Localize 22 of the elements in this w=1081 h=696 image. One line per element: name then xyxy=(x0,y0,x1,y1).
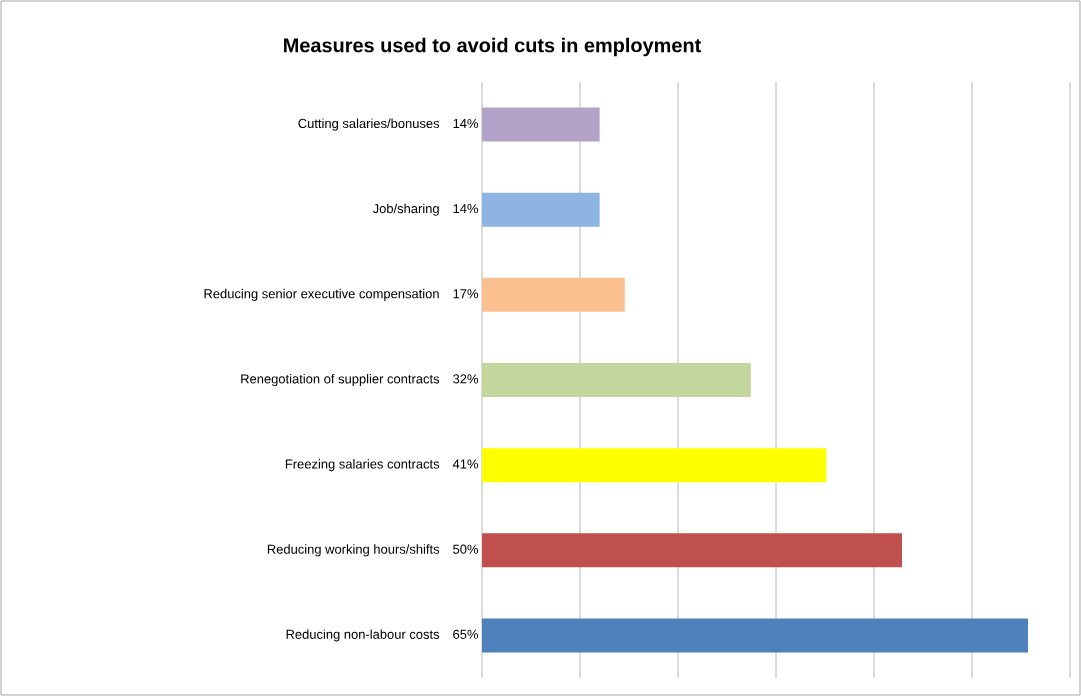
bar xyxy=(482,533,903,568)
data-label: 32% xyxy=(453,374,479,384)
data-label: 14% xyxy=(453,204,479,214)
y-tick-label: Reducing working hours/shifts xyxy=(267,544,440,557)
bar xyxy=(482,192,600,227)
data-label: 65% xyxy=(453,629,479,639)
y-tick-label: Reducing non-labour costs xyxy=(286,629,440,642)
data-label: 14% xyxy=(453,118,479,128)
chart-title: Measures used to avoid cuts in employment xyxy=(284,37,701,57)
bar xyxy=(482,362,751,397)
y-tick-label: Renegotiation of supplier contracts xyxy=(241,373,440,387)
data-label: 41% xyxy=(452,459,479,469)
y-tick-label: Job/sharing xyxy=(372,203,439,216)
y-tick-label: Reducing senior executive compensation xyxy=(204,288,439,301)
y-tick-label: Freezing salaries contracts xyxy=(285,459,440,472)
data-label: 50% xyxy=(453,544,479,554)
data-label: 17% xyxy=(453,289,479,299)
bar xyxy=(482,277,625,312)
bar xyxy=(482,448,827,483)
y-tick-label: Cutting salaries/bonuses xyxy=(298,118,440,131)
bar xyxy=(482,618,1028,653)
bar xyxy=(482,107,600,142)
